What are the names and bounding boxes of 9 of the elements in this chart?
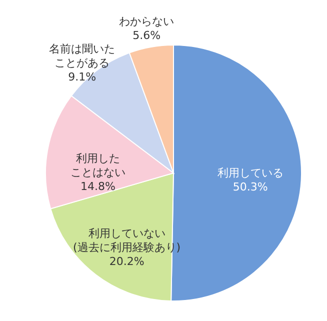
slice-label: 利用している xyxy=(217,166,284,180)
data-label: 50.3% xyxy=(232,180,268,194)
data-label: 20.2% xyxy=(109,254,144,268)
slice-label: 名前は聞いたことがある xyxy=(49,42,116,70)
slice-label: 利用したことはない xyxy=(70,152,126,180)
data-label: 5.6% xyxy=(132,28,161,42)
data-label: 14.8% xyxy=(80,180,116,194)
slice-label: わからない xyxy=(119,14,174,28)
data-label: 9.1% xyxy=(68,70,96,84)
